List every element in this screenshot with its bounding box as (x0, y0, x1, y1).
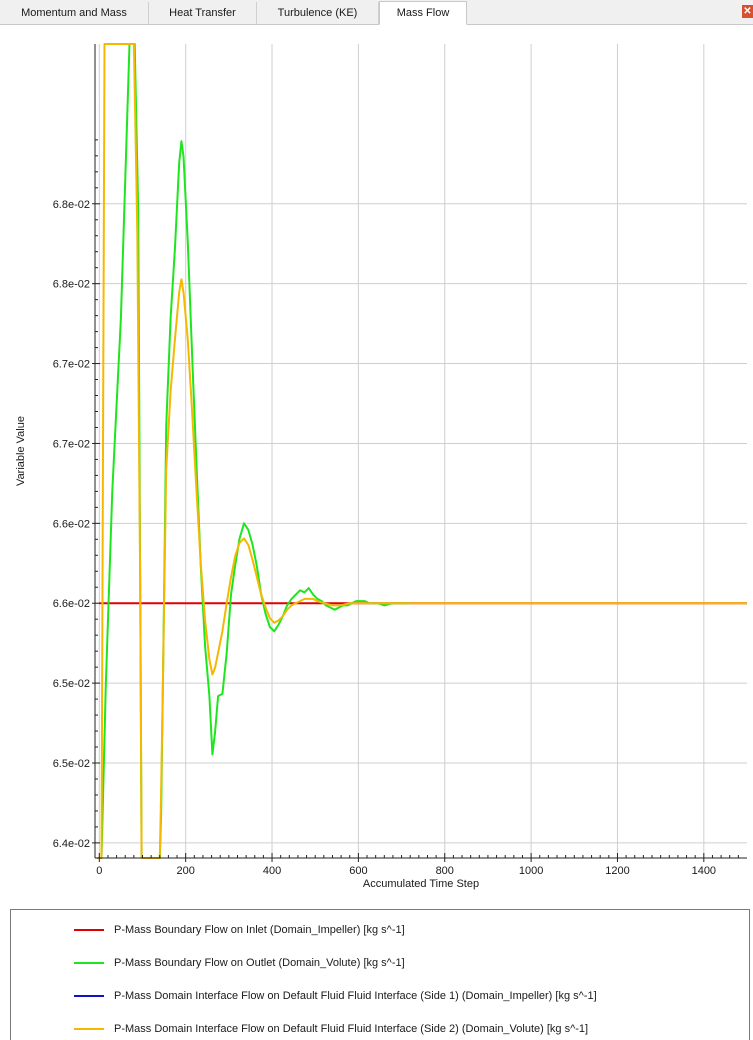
tab-mass-flow[interactable]: Mass Flow (379, 1, 467, 25)
tab-heat-transfer[interactable]: Heat Transfer (149, 2, 257, 24)
y-tick-label: 6.5e-02 (53, 758, 90, 770)
legend-label: P-Mass Domain Interface Flow on Default … (114, 1023, 589, 1035)
y-tick-label: 6.7e-02 (53, 438, 90, 450)
tab-momentum-and-mass[interactable]: Momentum and Mass (0, 2, 149, 24)
x-tick-label: 400 (263, 865, 281, 877)
legend-swatch (74, 995, 104, 997)
y-tick-label: 6.8e-02 (53, 199, 90, 211)
legend-label: P-Mass Boundary Flow on Outlet (Domain_V… (114, 957, 405, 969)
grid-lines (95, 44, 747, 858)
y-axis-label: Variable Value (15, 416, 27, 486)
x-tick-label: 1200 (605, 865, 629, 877)
y-tick-label: 6.6e-02 (53, 598, 90, 610)
series-lines (97, 43, 747, 859)
x-tick-label: 200 (176, 865, 194, 877)
series-group (97, 43, 747, 859)
legend-swatch (74, 962, 104, 964)
tab-turbulence[interactable]: Turbulence (KE) (257, 2, 379, 24)
y-tick-label: 6.5e-02 (53, 678, 90, 690)
y-tick-label: 6.7e-02 (53, 359, 90, 371)
series-line-3 (97, 43, 747, 859)
legend-swatch (74, 929, 104, 931)
x-tick-label: 1000 (519, 865, 543, 877)
series-line-1 (97, 43, 411, 859)
x-tick-label: 600 (349, 865, 367, 877)
y-tick-label: 6.4e-02 (53, 838, 90, 850)
legend-label: P-Mass Boundary Flow on Inlet (Domain_Im… (114, 924, 405, 936)
y-tick-label: 6.6e-02 (53, 518, 90, 530)
legend-swatch (74, 1028, 104, 1030)
axes: 6.4e-02 6.5e-02 6.5e-02 6.6e-02 6.6e-02 6.7e-… (53, 44, 747, 877)
x-axis-label: Accumulated Time Step (363, 878, 479, 890)
x-tick-label: 800 (436, 865, 454, 877)
x-tick-label: 0 (96, 865, 102, 877)
legend-label: P-Mass Domain Interface Flow on Default … (114, 990, 597, 1002)
x-tick-label: 1400 (692, 865, 716, 877)
chart-legend: P-Mass Boundary Flow on Inlet (Domain_Im… (10, 909, 750, 1040)
tab-bar: Momentum and Mass Heat Transfer Turbulen… (0, 0, 753, 25)
close-icon[interactable]: ✕ (742, 5, 753, 18)
y-tick-label: 6.8e-02 (53, 279, 90, 291)
mass-flow-chart: 6.4e-02 6.5e-02 6.5e-02 6.6e-02 6.6e-02 6.7e-… (15, 43, 747, 890)
